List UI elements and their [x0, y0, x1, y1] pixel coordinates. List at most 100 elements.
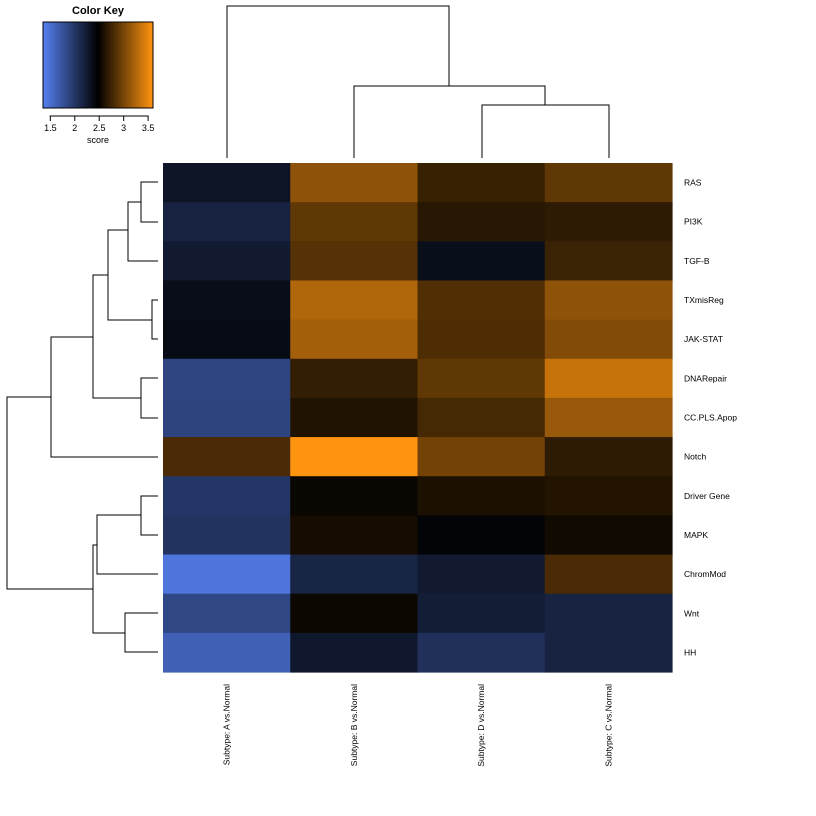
heatmap-cell [417, 476, 546, 516]
heatmap-cell [417, 593, 546, 634]
heatmap-cell [290, 515, 419, 556]
color-key: Color Key 1.5 2 2.5 3 3.5 score [42, 5, 154, 145]
heatmap-cell [417, 358, 546, 399]
heatmap-cells [163, 163, 673, 673]
row-dendrogram-branch [96, 514, 158, 575]
heatmap-cell [290, 280, 419, 321]
heatmap-cell [163, 202, 291, 242]
heatmap-cell [163, 515, 291, 556]
heatmap-cell [544, 319, 673, 360]
heatmap-cell [290, 397, 419, 438]
row-label: MAPK [684, 530, 708, 540]
column-dendrogram-branch [481, 104, 610, 158]
heatmap-cell [544, 358, 673, 399]
color-key-ticks: 1.5 2 2.5 3 3.5 [44, 116, 154, 133]
color-key-tick-label: 1.5 [44, 123, 57, 133]
heatmap-cell [544, 241, 673, 282]
row-labels: RAS PI3K TGF-B TXmisReg JAK-STAT DNARepair CC.… [684, 178, 737, 658]
row-label: DNARepair [684, 373, 727, 383]
row-label: Wnt [684, 608, 700, 618]
heatmap-cell [163, 632, 291, 673]
heatmap-cell [290, 163, 419, 203]
color-key-title: Color Key [72, 5, 125, 17]
heatmap-cell [290, 593, 419, 634]
heatmap-cell [290, 319, 419, 360]
heatmap-cell [290, 437, 419, 477]
heatmap-cell [290, 476, 419, 516]
heatmap-cell [544, 280, 673, 321]
heatmap-cell [417, 397, 546, 438]
column-label: Subtype: B vs.Normal [349, 684, 359, 766]
heatmap-cell [163, 397, 291, 438]
heatmap-cell [417, 632, 546, 673]
row-dendrogram-branch [107, 229, 152, 321]
row-dendrogram-branch [151, 299, 158, 340]
heatmap-cell [163, 554, 291, 595]
heatmap-cell [417, 437, 546, 477]
row-dendrogram-branch [127, 201, 158, 262]
column-dendrogram [226, 5, 610, 158]
heatmap-cell [417, 280, 546, 321]
heatmap-cell [163, 593, 291, 634]
color-key-tick-label: 3 [121, 123, 126, 133]
column-label: Subtype: D vs.Normal [476, 684, 486, 767]
color-key-gradient [42, 21, 154, 109]
row-dendrogram [6, 181, 158, 653]
row-label: Driver Gene [684, 491, 730, 501]
heatmap-cell [417, 554, 546, 595]
heatmap-cell [163, 241, 291, 282]
heatmap-cell [290, 632, 419, 673]
color-key-tick-label: 3.5 [142, 123, 155, 133]
row-label: RAS [684, 178, 702, 188]
heatmap-cell [163, 476, 291, 516]
row-label: CC.PLS.Apop [684, 413, 737, 423]
heatmap-cell [417, 515, 546, 556]
row-label: Notch [684, 452, 706, 462]
row-dendrogram-branch [140, 181, 158, 223]
heatmap-cell [544, 515, 673, 556]
row-dendrogram-branch [6, 396, 93, 590]
column-dendrogram-branch [226, 5, 450, 158]
heatmap-cell [290, 554, 419, 595]
row-label: JAK-STAT [684, 334, 723, 344]
color-key-tick-label: 2.5 [93, 123, 106, 133]
heatmap-cell [290, 241, 419, 282]
heatmap-cell [163, 319, 291, 360]
heatmap-cell [544, 437, 673, 477]
heatmap-cell [290, 358, 419, 399]
heatmap-cell [163, 358, 291, 399]
column-labels: Subtype: A vs.Normal Subtype: B vs.Normal… [222, 684, 614, 767]
heatmap-cell [544, 554, 673, 595]
heatmap-cell [290, 202, 419, 242]
heatmap-cell [163, 280, 291, 321]
heatmap-cell [544, 593, 673, 634]
heatmap-cell [544, 476, 673, 516]
heatmap-cell [544, 202, 673, 242]
column-label: Subtype: C vs.Normal [603, 684, 613, 767]
heatmap-cell [417, 163, 546, 203]
row-dendrogram-branch [140, 495, 158, 536]
heatmap-cell [544, 397, 673, 438]
column-label: Subtype: A vs.Normal [222, 684, 232, 765]
row-label: HH [684, 647, 696, 657]
heatmap-cell [417, 202, 546, 242]
row-label: PI3K [684, 217, 703, 227]
heatmap-cell [417, 241, 546, 282]
heatmap-cell [544, 163, 673, 203]
row-dendrogram-branch [140, 377, 158, 419]
row-dendrogram-branch [50, 336, 158, 458]
heatmap-cell [163, 163, 291, 203]
heatmap-cell [417, 319, 546, 360]
color-key-tick-label: 2 [72, 123, 77, 133]
row-dendrogram-branch [92, 544, 125, 634]
row-label: TXmisReg [684, 295, 724, 305]
heatmap-cell [544, 632, 673, 673]
row-label: ChromMod [684, 569, 726, 579]
row-dendrogram-branch [124, 612, 158, 653]
color-key-xlabel: score [87, 135, 109, 145]
row-dendrogram-branch [92, 274, 141, 399]
heatmap-cell [163, 437, 291, 477]
column-dendrogram-branch [353, 85, 546, 158]
row-label: TGF-B [684, 256, 710, 266]
